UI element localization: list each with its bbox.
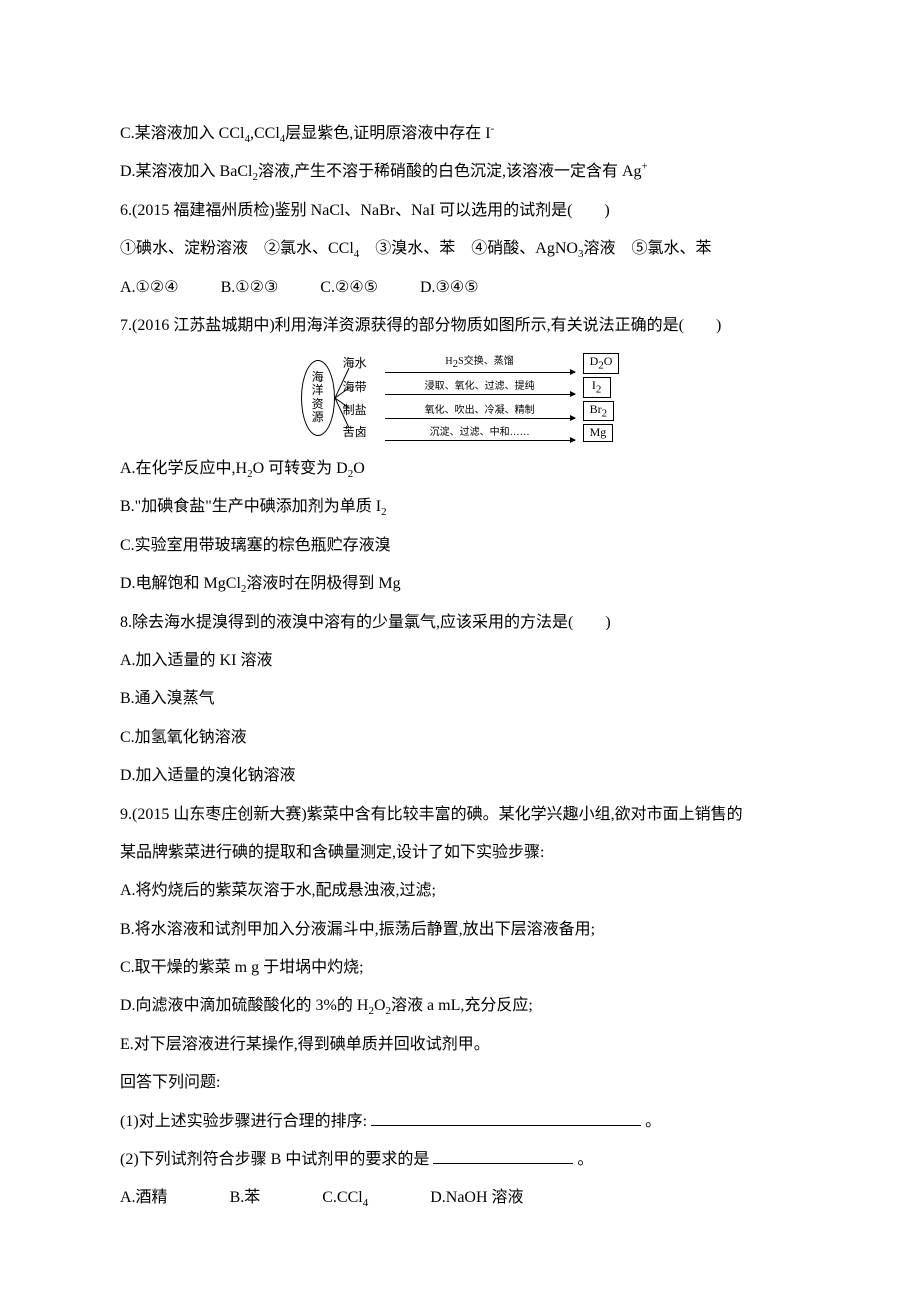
- q8-a: A.加入适量的 KI 溶液: [120, 642, 800, 680]
- row2-box: Br2: [583, 401, 615, 422]
- diagram-row-0: 海水 H2S交换、蒸馏 D2O: [343, 353, 620, 374]
- diagram-row-2: 制盐 氧化、吹出、冷凝、精制 Br2: [343, 401, 620, 422]
- q5-option-c: C.某溶液加入 CCl4,CCl4层显紫色,证明原溶液中存在 I-: [120, 115, 800, 153]
- diagram-rows: 海水 H2S交换、蒸馏 D2O 海带 浸取、氧化、过滤、提纯 I2 制盐 氧化、…: [343, 353, 620, 442]
- row0-proc: H2S交换、蒸馏: [385, 355, 575, 373]
- q6-a: A.①②④: [120, 279, 179, 296]
- q9-opt-b: B.苯: [230, 1189, 261, 1206]
- diagram-source: 海 洋 资 源: [301, 360, 335, 436]
- q6-options: A.①②④ B.①②③ C.②④⑤ D.③④⑤: [120, 269, 800, 307]
- row3-box: Mg: [583, 424, 614, 442]
- q9-opt-a: A.酒精: [120, 1189, 168, 1206]
- q6-c: C.②④⑤: [320, 279, 378, 296]
- src-char-3: 源: [312, 411, 324, 424]
- q6-stem: 6.(2015 福建福州质检)鉴别 NaCl、NaBr、NaI 可以选用的试剂是…: [120, 192, 800, 230]
- q9-sub2: (2)下列试剂符合步骤 B 中试剂甲的要求的是 。: [120, 1141, 800, 1179]
- src-char-2: 资: [312, 398, 324, 411]
- q9-sub1-text: (1)对上述实验步骤进行合理的排序:: [120, 1113, 367, 1130]
- q9-sub1: (1)对上述实验步骤进行合理的排序: 。: [120, 1103, 800, 1141]
- q9-e: E.对下层溶液进行某操作,得到碘单质并回收试剂甲。: [120, 1026, 800, 1064]
- q8-b: B.通入溴蒸气: [120, 680, 800, 718]
- q9-sub1-blank: [371, 1110, 641, 1126]
- q9-answer-label: 回答下列问题:: [120, 1064, 800, 1102]
- q8-c: C.加氢氧化钠溶液: [120, 719, 800, 757]
- q5-option-d: D.某溶液加入 BaCl2溶液,产生不溶于稀硝酸的白色沉淀,该溶液一定含有 Ag…: [120, 153, 800, 191]
- q9-d: D.向滤液中滴加硫酸酸化的 3%的 H2O2溶液 a mL,充分反应;: [120, 987, 800, 1025]
- q6-b: B.①②③: [221, 279, 279, 296]
- row1-proc: 浸取、氧化、过滤、提纯: [385, 380, 575, 395]
- q8-stem: 8.除去海水提溴得到的液溴中溶有的少量氯气,应该采用的方法是( ): [120, 604, 800, 642]
- q8-d: D.加入适量的溴化钠溶液: [120, 757, 800, 795]
- q7-a: A.在化学反应中,H2O 可转变为 D2O: [120, 450, 800, 488]
- diagram-row-3: 苦卤 沉淀、过滤、中和…… Mg: [343, 424, 620, 442]
- q9-b: B.将水溶液和试剂甲加入分液漏斗中,振荡后静置,放出下层溶液备用;: [120, 911, 800, 949]
- q9-a: A.将灼烧后的紫菜灰溶于水,配成悬浊液,过滤;: [120, 872, 800, 910]
- q9-sub2-options: A.酒精 B.苯 C.CCl4 D.NaOH 溶液: [120, 1179, 800, 1217]
- q9-stem1: 9.(2015 山东枣庄创新大赛)紫菜中含有比较丰富的碘。某化学兴趣小组,欲对市…: [120, 796, 800, 834]
- q9-sub2-text: (2)下列试剂符合步骤 B 中试剂甲的要求的是: [120, 1151, 429, 1168]
- q7-b: B."加碘食盐"生产中碘添加剂为单质 I2: [120, 488, 800, 526]
- q7-diagram: 海 洋 资 源 海水 H2S交换、蒸馏 D2O 海带 浸取、氧化、过滤、提纯 I…: [120, 353, 800, 442]
- q9-sub1-end: 。: [645, 1113, 661, 1130]
- row2-proc: 氧化、吹出、冷凝、精制: [385, 404, 575, 419]
- q7-d: D.电解饱和 MgCl2溶液时在阴极得到 Mg: [120, 565, 800, 603]
- q6-d: D.③④⑤: [420, 279, 479, 296]
- q9-sub2-blank: [433, 1148, 573, 1164]
- q9-stem2: 某品牌紫菜进行碘的提取和含碘量测定,设计了如下实验步骤:: [120, 834, 800, 872]
- q6-items: ①碘水、淀粉溶液 ②氯水、CCl4 ③溴水、苯 ④硝酸、AgNO3溶液 ⑤氯水、…: [120, 230, 800, 268]
- q9-c: C.取干燥的紫菜 m g 于坩埚中灼烧;: [120, 949, 800, 987]
- row1-box: I2: [583, 377, 611, 398]
- diagram-row-1: 海带 浸取、氧化、过滤、提纯 I2: [343, 377, 620, 398]
- q9-opt-d: D.NaOH 溶液: [430, 1189, 523, 1206]
- q7-c: C.实验室用带玻璃塞的棕色瓶贮存液溴: [120, 527, 800, 565]
- row0-box: D2O: [583, 353, 620, 374]
- q7-stem: 7.(2016 江苏盐城期中)利用海洋资源获得的部分物质如图所示,有关说法正确的…: [120, 307, 800, 345]
- row3-proc: 沉淀、过滤、中和……: [385, 426, 575, 441]
- q9-sub2-end: 。: [577, 1151, 593, 1168]
- src-char-1: 洋: [312, 384, 324, 397]
- q9-opt-c: C.CCl4: [322, 1189, 368, 1206]
